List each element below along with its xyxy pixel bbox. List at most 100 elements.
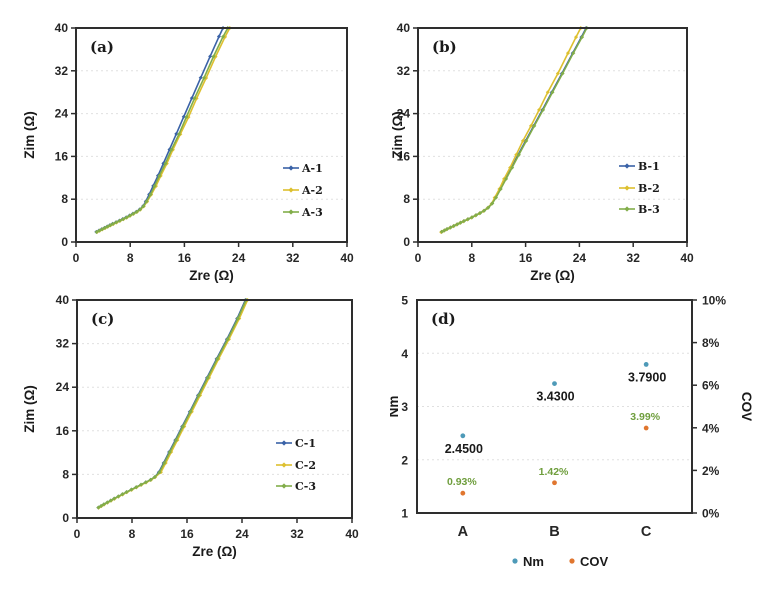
legend-label: C-1 [295,437,316,450]
series-marker [116,494,121,499]
series-line [98,299,247,509]
series-marker [174,438,178,443]
series-marker [474,213,479,218]
legend: B-1 B-2 B-3 [619,160,660,216]
series-marker [124,215,129,220]
series-marker [120,492,125,497]
gridlines [77,343,352,475]
y-tick-label: 24 [55,107,69,121]
legend-marker [624,206,630,212]
left-tick-label: 2 [401,453,408,467]
series-marker [94,229,99,234]
panel-label: (a) [90,38,114,56]
series-marker [528,123,533,128]
category-axis: A B C [458,524,652,540]
right-axis-title: COV [739,392,754,421]
series-A-3 [94,26,230,234]
series-marker [216,34,221,39]
series-marker [162,460,167,465]
series-COV: 0.93% 1.42% 3.99% [447,411,661,496]
series-A-1 [94,26,226,234]
x-tick-label: 8 [129,527,136,541]
right-axis: 0% 2% 4% 6% 8% 10% [693,294,726,521]
legend-item-C-2: C-2 [276,459,316,472]
series-marker [555,71,560,76]
legend-marker [288,187,294,193]
y-tick-label: 16 [56,424,70,438]
y-tick-label: 40 [55,21,69,35]
series-marker [96,505,101,510]
series-marker [448,225,453,230]
y-tick-label: 32 [56,337,70,351]
series-marker [124,490,129,495]
legend-marker [624,163,630,169]
series-marker [180,424,185,429]
series-marker [451,223,456,228]
nm-point [460,433,466,439]
cov-value-label: 0.93% [447,476,477,488]
gridlines [417,352,692,461]
series-marker [157,173,162,178]
x-tick-label: 24 [235,527,249,541]
series-marker [215,356,220,361]
x-tick-label: 32 [290,527,304,541]
series-marker [114,220,119,225]
series-marker [176,132,181,137]
left-tick-label: 4 [401,347,408,361]
series-marker [470,215,475,220]
left-axis-title: Nm [390,396,401,418]
legend-label: A-2 [301,184,323,197]
x-tick-label: 32 [627,251,641,265]
chart-b: 0 8 16 24 32 40 0 8 16 24 32 40 Zre (Ω) Zim (Ω) (b) B-1… [390,21,694,283]
y-axis-title: Zim (Ω) [390,111,405,159]
panel-d: 1 2 3 4 5 0% 2% 4% 6% 8% 10% A B C Nm COV (d) 2.4500 3.430… [390,292,780,592]
series-marker [202,75,207,80]
series-marker [97,228,102,233]
series-marker [102,225,107,230]
nm-value-label: 3.4300 [536,390,574,404]
series-marker [134,485,139,490]
right-tick-label: 2% [702,464,720,478]
series-marker [105,500,110,505]
series-B-3 [439,26,589,234]
series-marker [504,176,509,181]
legend: Nm COV [512,554,609,569]
y-tick-label: 24 [397,107,411,121]
legend-label: C-3 [295,480,316,493]
legend-label: A-1 [301,162,323,175]
series-C-3 [96,298,249,510]
series-marker [174,131,179,136]
series-marker [208,54,213,59]
series-marker [458,220,463,225]
series-marker [131,211,136,216]
right-tick-label: 4% [702,421,720,435]
series-marker [486,205,491,210]
x-tick-label: 40 [345,527,359,541]
series-marker [100,227,105,232]
y-axis-title: Zim (Ω) [22,385,37,433]
series-marker [121,217,126,222]
series-marker [498,187,503,192]
legend-label: B-2 [638,182,660,195]
series-marker [139,482,144,487]
series-marker [169,147,174,152]
y-tick-label: 40 [397,21,411,35]
nm-value-label: 3.7900 [628,370,666,384]
series-marker [514,152,519,157]
nm-point [643,362,649,367]
series-marker [571,51,576,56]
right-tick-label: 6% [702,379,720,393]
series-line [441,27,588,233]
series-marker [490,201,495,206]
chart-c: 0 8 16 24 32 40 0 8 16 24 32 40 Zre (Ω) Zim (Ω) (c) C-1… [22,293,359,559]
x-tick-label: 16 [519,251,533,265]
left-axis: 1 2 3 4 5 [401,294,408,521]
series-marker [478,211,483,216]
x-tick-label: 32 [286,251,300,265]
legend-label: B-3 [638,203,660,216]
series-marker [129,487,134,492]
legend-label: COV [580,554,609,569]
nm-value-label: 2.4500 [445,442,483,456]
series-marker [99,503,104,508]
y-tick-label: 32 [55,64,69,78]
